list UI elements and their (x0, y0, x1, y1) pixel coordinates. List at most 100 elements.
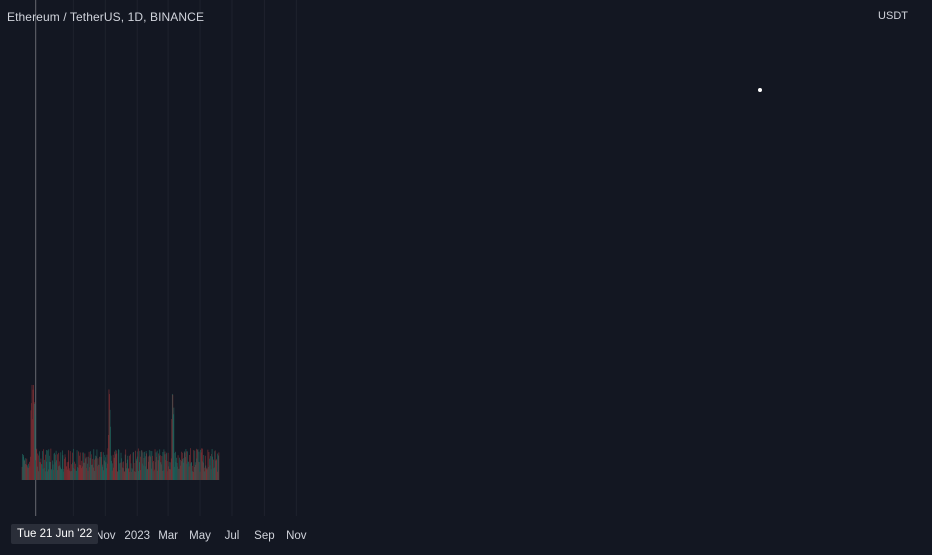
volume-bar (163, 470, 164, 480)
volume-bar (171, 418, 173, 480)
volume-bar (50, 448, 52, 480)
time-axis[interactable]: SepNov2023MarMayJulSepNov (63, 530, 307, 542)
volume-bar (199, 462, 200, 480)
volume-bar (87, 470, 89, 480)
volume-bar (149, 455, 151, 480)
volume-bar (112, 454, 114, 480)
volume-bar (126, 468, 128, 480)
volume-bar (192, 471, 194, 480)
volume-bar (106, 468, 107, 480)
volume-bar (98, 465, 100, 480)
volume-bar (180, 459, 182, 480)
volume-bar (56, 460, 57, 480)
volume-bar (202, 462, 204, 480)
volume-bar (129, 471, 131, 480)
volume-bar (53, 469, 54, 480)
volume-bar (113, 467, 115, 480)
drawings[interactable] (0, 0, 860, 92)
volume-bar (145, 451, 147, 480)
volume-bar (59, 467, 61, 480)
volume-bar (124, 454, 126, 480)
volume-bar (68, 450, 70, 480)
volume-bar (212, 468, 214, 480)
volume-bar (39, 451, 40, 480)
volume-bar (165, 460, 166, 480)
volume-bar (77, 467, 78, 480)
volume-bar (115, 449, 117, 480)
volume-bar (151, 468, 152, 480)
volume-bar (106, 454, 108, 480)
volume-bar (122, 467, 123, 480)
volume-bar (96, 456, 97, 480)
volume-bar (97, 458, 99, 480)
volume-bar (181, 452, 183, 480)
volume-bar (91, 465, 93, 480)
volume-bar (176, 462, 178, 480)
volume-bar (135, 458, 137, 480)
volume-bar (136, 456, 138, 480)
volume-bar (23, 455, 25, 480)
volume-bar (30, 456, 31, 480)
volume-bar (188, 466, 190, 480)
volume-bar (76, 450, 78, 480)
volume-bar (189, 463, 191, 480)
volume-bar (28, 468, 30, 480)
volume-bar (172, 394, 174, 480)
volume-bar (54, 452, 55, 480)
volume-bar (42, 468, 44, 480)
volume-bar (71, 452, 73, 480)
volume-bar (175, 461, 177, 480)
volume-bar (181, 451, 183, 480)
volume-bar (102, 464, 104, 480)
volume-bar (70, 464, 72, 480)
volume-bar (26, 458, 28, 480)
volume-bar (130, 463, 132, 480)
volume-bar (51, 469, 52, 480)
symbol-title[interactable]: Ethereum / TetherUS, 1D, BINANCE (7, 10, 205, 24)
volume-bar (23, 460, 25, 480)
volume-bar (135, 450, 137, 480)
volume-bar (28, 463, 29, 480)
volume-bar (45, 454, 46, 480)
volume-bar (69, 470, 71, 480)
volume-bar (149, 456, 151, 480)
volume-bar (216, 458, 218, 480)
volume-bar (155, 462, 156, 480)
volume-bar (90, 454, 92, 480)
volume-bar (144, 466, 146, 480)
volume-bar (133, 463, 135, 480)
volume-bar (167, 452, 169, 480)
volume-bar (129, 455, 130, 480)
volume-bar (36, 466, 38, 480)
volume-bar (141, 450, 143, 480)
volume-bar (113, 457, 115, 480)
volume-bar (197, 449, 198, 480)
volume-bar (193, 466, 195, 480)
volume-bar (174, 466, 175, 480)
volume-bar (109, 394, 110, 480)
volume-bar (177, 455, 179, 480)
volume-bar (33, 402, 35, 480)
volume-bar (58, 452, 60, 480)
volume-bar (209, 458, 210, 480)
volume-bar (59, 465, 61, 480)
volume-bar (120, 452, 122, 480)
volume-bar (138, 471, 140, 480)
volume-bar (121, 458, 122, 480)
volume-bar (132, 452, 134, 480)
volume-bar (176, 457, 177, 480)
volume-bar (161, 456, 163, 480)
volume-bar (101, 466, 103, 480)
volume-bar (199, 471, 201, 480)
volume-bar (182, 462, 184, 480)
volume-bar (61, 468, 63, 480)
volume-bar (25, 464, 27, 480)
volume-bar (75, 463, 76, 480)
volume-bar (107, 463, 108, 480)
volume-bar (211, 453, 212, 480)
volume-bar (99, 457, 101, 480)
volume-bar (122, 468, 124, 480)
volume-bar (217, 471, 219, 480)
